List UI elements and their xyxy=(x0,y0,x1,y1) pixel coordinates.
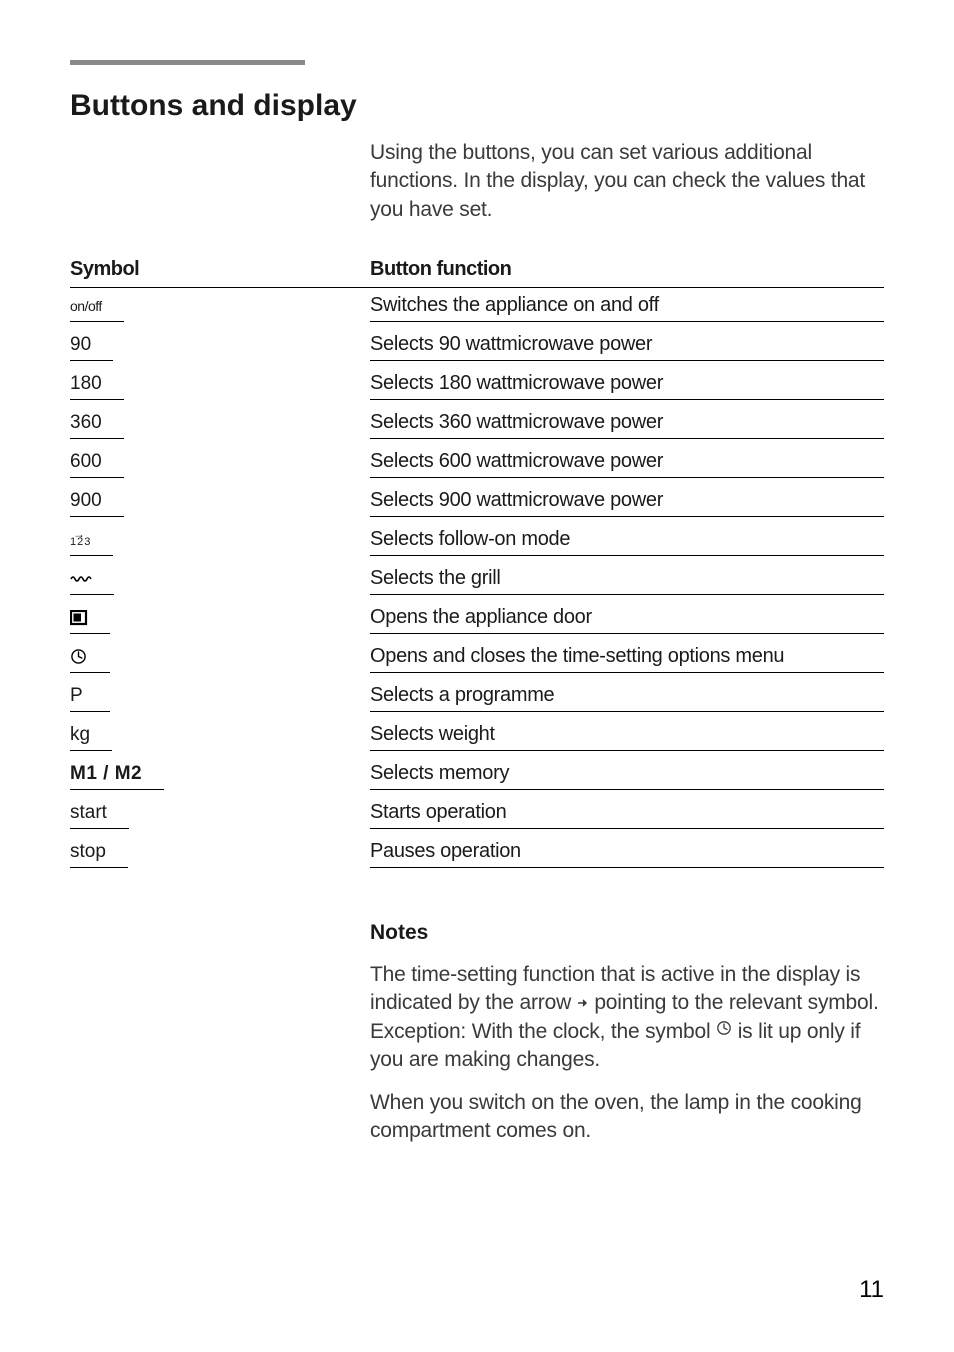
table-row: M1 / M2 Selects memory xyxy=(70,756,884,795)
symbol-door-icon xyxy=(70,607,110,634)
symbol-cell: on/off xyxy=(70,289,370,327)
function-text: Selects weight xyxy=(370,723,884,751)
table-row: 900 Selects 900 wattmicrowave power xyxy=(70,483,884,522)
function-cell: Selects 600 wattmicrowave power xyxy=(370,444,884,483)
symbol-cell: stop xyxy=(70,835,370,873)
intro-text: Using the buttons, you can set various a… xyxy=(370,139,884,224)
function-cell: Opens and closes the time-setting option… xyxy=(370,639,884,678)
function-cell: Selects the grill xyxy=(370,561,884,600)
table-row: 90 Selects 90 wattmicrowave power xyxy=(70,327,884,366)
notes-section: Notes The time-setting function that is … xyxy=(70,921,884,1159)
table-header: Symbol Button function xyxy=(70,252,884,288)
symbol-text: start xyxy=(70,802,129,829)
symbol-cell xyxy=(70,640,370,678)
notes-p1b: pointing to the relevant symbol. xyxy=(589,991,879,1014)
function-cell: Selects follow-on mode xyxy=(370,522,884,561)
function-cell: Selects 90 wattmicrowave power xyxy=(370,327,884,366)
symbol-text: 360 xyxy=(70,412,124,439)
symbol-cell: 180 xyxy=(70,367,370,405)
function-text: Selects 900 wattmicrowave power xyxy=(370,489,884,517)
function-text: Selects 600 wattmicrowave power xyxy=(370,450,884,478)
symbol-cell: 600 xyxy=(70,445,370,483)
table-row: start Starts operation xyxy=(70,795,884,834)
table-row: Selects the grill xyxy=(70,561,884,600)
symbol-cell: M1 / M2 xyxy=(70,757,370,795)
header-function: Button function xyxy=(370,252,884,287)
symbol-cell: →123 xyxy=(70,523,370,561)
table-body: on/off Switches the appliance on and off 9… xyxy=(70,288,884,873)
function-text: Pauses operation xyxy=(370,840,884,868)
table-row: Opens the appliance door xyxy=(70,600,884,639)
function-text: Selects 180 wattmicrowave power xyxy=(370,372,884,400)
table-row: 180 Selects 180 wattmicrowave power xyxy=(70,366,884,405)
function-cell: Switches the appliance on and off xyxy=(370,288,884,327)
table-row: on/off Switches the appliance on and off xyxy=(70,288,884,327)
function-cell: Selects 900 wattmicrowave power xyxy=(370,483,884,522)
function-cell: Pauses operation xyxy=(370,834,884,873)
table-row: stop Pauses operation xyxy=(70,834,884,873)
table-row: 360 Selects 360 wattmicrowave power xyxy=(70,405,884,444)
notes-paragraph-1: The time-setting function that is active… xyxy=(370,961,884,1075)
notes-paragraph-2: When you switch on the oven, the lamp in… xyxy=(370,1089,884,1146)
symbol-text: kg xyxy=(70,724,112,751)
function-cell: Selects 180 wattmicrowave power xyxy=(370,366,884,405)
notes-body: The time-setting function that is active… xyxy=(370,961,884,1145)
page-heading: Buttons and display xyxy=(70,89,884,123)
function-text: Starts operation xyxy=(370,801,884,829)
symbol-cell: P xyxy=(70,679,370,717)
function-cell: Selects a programme xyxy=(370,678,884,717)
symbol-cell xyxy=(70,562,370,600)
symbol-text: 600 xyxy=(70,451,124,478)
symbol-text: M1 / M2 xyxy=(70,763,164,790)
buttons-table: Symbol Button function on/off Switches th… xyxy=(70,252,884,873)
function-text: Selects memory xyxy=(370,762,884,790)
function-text: Opens and closes the time-setting option… xyxy=(370,645,884,673)
top-rule xyxy=(70,60,305,65)
symbol-text: stop xyxy=(70,841,128,868)
page-number: 11 xyxy=(859,1276,884,1304)
symbol-text: 900 xyxy=(70,490,124,517)
function-text: Selects a programme xyxy=(370,684,884,712)
symbol-cell: kg xyxy=(70,718,370,756)
clock-icon xyxy=(716,1016,732,1044)
symbol-grill-icon xyxy=(70,568,114,595)
symbol-text: 90 xyxy=(70,334,113,361)
symbol-sequence-icon: →123 xyxy=(70,529,113,556)
symbol-cell: 900 xyxy=(70,484,370,522)
symbol-text: P xyxy=(70,685,110,712)
symbol-text: on/off xyxy=(70,295,124,322)
symbol-text: 180 xyxy=(70,373,124,400)
header-symbol: Symbol xyxy=(70,252,370,287)
symbol-clock-icon xyxy=(70,646,110,673)
function-text: Selects follow-on mode xyxy=(370,528,884,556)
intro-row: Using the buttons, you can set various a… xyxy=(70,139,884,224)
table-row: 600 Selects 600 wattmicrowave power xyxy=(70,444,884,483)
function-text: Selects 90 wattmicrowave power xyxy=(370,333,884,361)
function-cell: Selects weight xyxy=(370,717,884,756)
function-text: Selects 360 wattmicrowave power xyxy=(370,411,884,439)
table-row: P Selects a programme xyxy=(70,678,884,717)
right-arrow-icon xyxy=(577,989,589,1017)
function-cell: Opens the appliance door xyxy=(370,600,884,639)
notes-heading: Notes xyxy=(370,921,884,945)
symbol-cell xyxy=(70,601,370,639)
symbol-cell: start xyxy=(70,796,370,834)
function-text: Switches the appliance on and off xyxy=(370,294,884,322)
function-text: Opens the appliance door xyxy=(370,606,884,634)
symbol-cell: 90 xyxy=(70,328,370,366)
symbol-cell: 360 xyxy=(70,406,370,444)
table-row: Opens and closes the time-setting option… xyxy=(70,639,884,678)
notes-p1c: Exception: With the clock, the symbol xyxy=(370,1020,716,1043)
function-cell: Starts operation xyxy=(370,795,884,834)
function-text: Selects the grill xyxy=(370,567,884,595)
table-row: →123 Selects follow-on mode xyxy=(70,522,884,561)
table-row: kg Selects weight xyxy=(70,717,884,756)
function-cell: Selects memory xyxy=(370,756,884,795)
function-cell: Selects 360 wattmicrowave power xyxy=(370,405,884,444)
